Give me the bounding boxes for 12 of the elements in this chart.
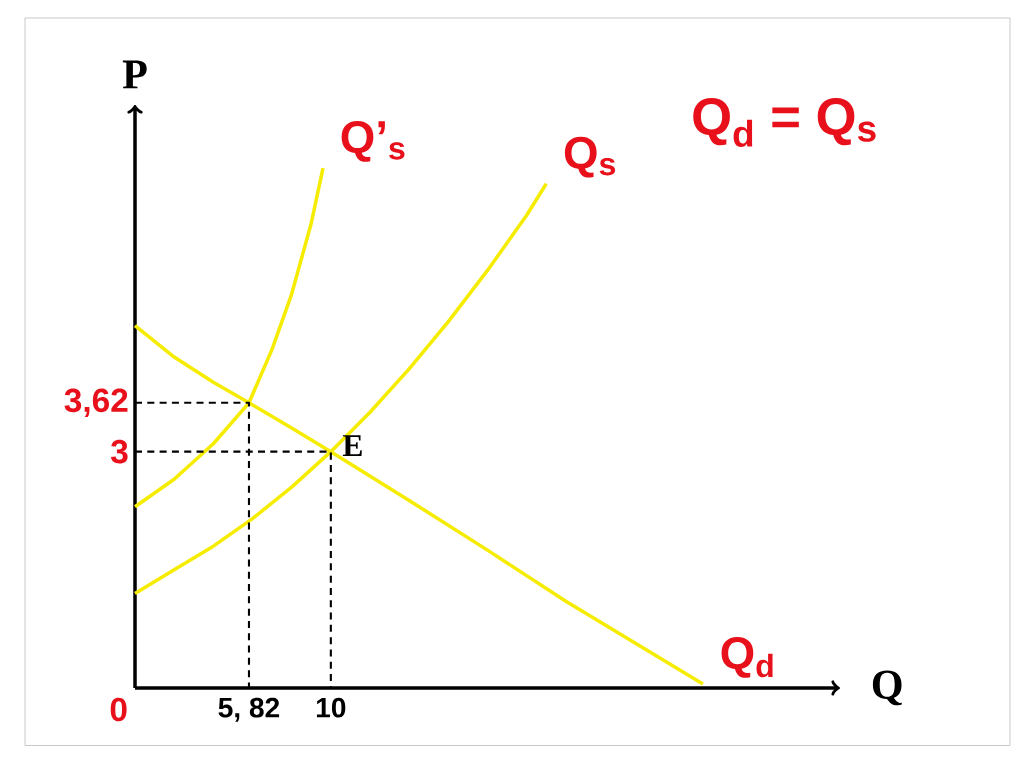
x-tick-label: 10	[316, 697, 346, 718]
annotation: Q$_{d}$ = Q$_{s}$	[693, 98, 876, 147]
annotation: E	[342, 435, 362, 456]
y-axis-title: P	[122, 60, 147, 89]
series-label: Q$_{d}$	[721, 636, 773, 678]
series-label: Q’$_{s}$	[341, 120, 405, 162]
x-tick-label: 5, 82	[218, 697, 280, 722]
x-axis-title: Q	[872, 670, 902, 706]
y-tick-label: 3,62	[64, 388, 128, 418]
series-label: Q$_{s}$	[564, 136, 616, 178]
y-tick-label: 3	[111, 439, 128, 464]
x-tick-label: 0	[110, 697, 127, 722]
